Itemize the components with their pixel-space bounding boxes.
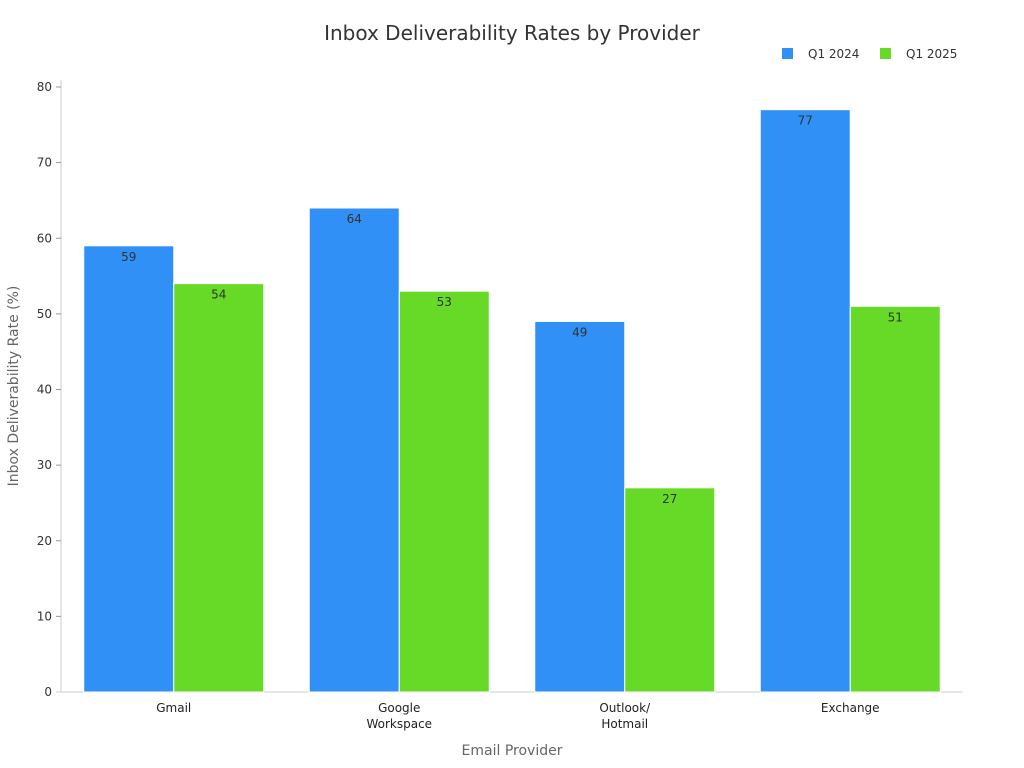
bar bbox=[624, 487, 716, 693]
x-tick-label-line: Google bbox=[378, 701, 420, 715]
legend-swatch bbox=[880, 48, 891, 59]
y-tick-label: 80 bbox=[37, 80, 52, 94]
y-tick-label: 70 bbox=[37, 156, 52, 170]
bars: 59 54 64 53 49 27 77 51 bbox=[83, 109, 941, 693]
legend: Q1 2024 Q1 2025 bbox=[782, 47, 957, 61]
bar bbox=[83, 245, 175, 693]
bar bbox=[398, 290, 490, 693]
bar bbox=[173, 283, 265, 693]
x-tick-label-line: Outlook/ bbox=[599, 701, 651, 715]
legend-label: Q1 2025 bbox=[906, 47, 957, 61]
x-tick-label: Gmail bbox=[156, 701, 191, 715]
bar-value-label: 49 bbox=[572, 325, 587, 339]
bar-value-label: 64 bbox=[347, 212, 362, 226]
y-tick-label: 60 bbox=[37, 231, 52, 245]
y-tick-label: 50 bbox=[37, 307, 52, 321]
bar bbox=[534, 320, 626, 693]
x-tick-label-line: Workspace bbox=[366, 717, 432, 731]
legend-label: Q1 2024 bbox=[808, 47, 859, 61]
bar bbox=[308, 207, 400, 693]
x-tick-label-line: Gmail bbox=[156, 701, 191, 715]
bar bbox=[759, 109, 851, 693]
bar-value-label: 77 bbox=[798, 114, 813, 128]
x-tick-label: Exchange bbox=[821, 701, 880, 715]
y-axis: 0 10 20 30 40 50 60 70 80 bbox=[37, 80, 62, 699]
bar-value-label: 51 bbox=[888, 310, 903, 324]
legend-swatch bbox=[782, 48, 793, 59]
x-tick-label: Outlook/Hotmail bbox=[599, 701, 651, 731]
y-tick-label: 40 bbox=[37, 383, 52, 397]
bar-value-label: 53 bbox=[437, 295, 452, 309]
y-tick-label: 30 bbox=[37, 458, 52, 472]
bar-value-label: 59 bbox=[121, 250, 136, 264]
y-tick-label: 10 bbox=[37, 609, 52, 623]
x-tick-label-line: Hotmail bbox=[601, 717, 648, 731]
bar bbox=[849, 305, 941, 693]
x-tick-label: Google Workspace bbox=[366, 701, 432, 731]
x-axis-title: Email Provider bbox=[462, 743, 563, 759]
y-tick-label: 20 bbox=[37, 534, 52, 548]
x-tick-label-line: Exchange bbox=[821, 701, 880, 715]
y-axis-title: Inbox Deliverability Rate (%) bbox=[6, 286, 22, 487]
bar-value-label: 54 bbox=[211, 288, 226, 302]
y-tick-label: 0 bbox=[44, 685, 52, 699]
chart-title: Inbox Deliverability Rates by Provider bbox=[324, 21, 701, 45]
bar-value-label: 27 bbox=[662, 492, 677, 506]
x-axis: Gmail Google Workspace Outlook/Hotmail Excha… bbox=[56, 691, 963, 731]
